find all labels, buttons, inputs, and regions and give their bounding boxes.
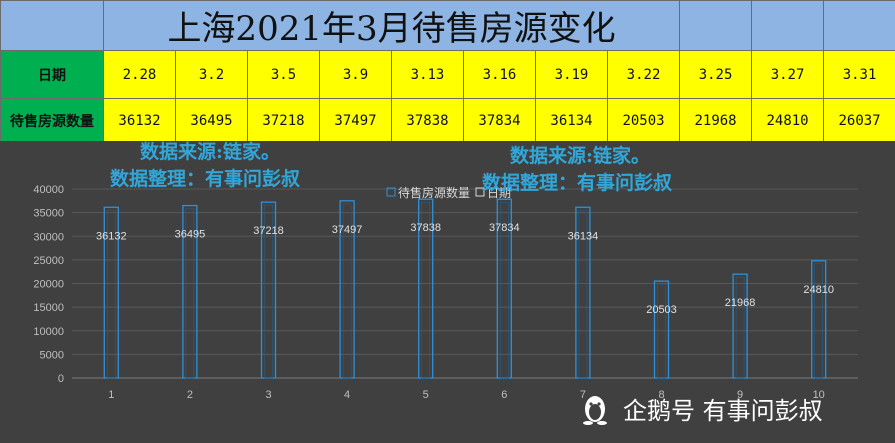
watermark-credit-right: 数据整理：有事问彭叔 xyxy=(482,171,673,194)
x-tick-label: 7 xyxy=(580,389,586,401)
count-cell[interactable]: 20503 xyxy=(606,98,681,143)
chart-gridlines xyxy=(72,188,858,379)
x-tick-label: 5 xyxy=(423,389,429,401)
x-tick-label: 10 xyxy=(813,389,825,401)
date-cell[interactable]: 3.19 xyxy=(535,50,608,99)
count-cell[interactable]: 37218 xyxy=(247,98,320,143)
y-tick-label: 35000 xyxy=(33,208,64,220)
chart-legend[interactable]: 待售房源数量 日期 xyxy=(386,185,511,200)
bar-inner-glow xyxy=(421,201,431,379)
title-row: 上海2021年3月待售房源变化 xyxy=(0,0,895,51)
date-cell[interactable]: 3.31 xyxy=(823,50,895,99)
y-tick-label: 30000 xyxy=(33,231,64,243)
y-tick-label: 40000 xyxy=(33,184,64,196)
chart-bars xyxy=(103,198,827,379)
y-tick-label: 10000 xyxy=(33,326,64,338)
x-tick-label: 1 xyxy=(108,389,114,401)
date-row-label[interactable]: 日期 xyxy=(0,50,104,99)
data-label: 36134 xyxy=(568,230,599,242)
date-cell[interactable]: 3.16 xyxy=(463,50,536,99)
legend-label-series1: 待售房源数量 xyxy=(398,185,470,200)
data-label: 36132 xyxy=(96,230,127,242)
data-label: 20503 xyxy=(646,304,677,316)
count-cell[interactable]: 26037 xyxy=(823,98,895,143)
watermark-source-right: 数据来源:链家。 xyxy=(510,144,650,167)
count-row-label[interactable]: 待售房源数量 xyxy=(0,98,104,143)
title-empty-cell[interactable] xyxy=(823,0,895,51)
bar-inner-glow xyxy=(814,263,824,379)
table-title[interactable]: 上海2021年3月待售房源变化 xyxy=(102,0,681,51)
x-tick-label: 9 xyxy=(737,389,743,401)
legend-swatch-series1 xyxy=(386,187,396,197)
bar xyxy=(811,260,827,379)
title-empty-cell[interactable] xyxy=(751,0,825,51)
bar-inner-glow xyxy=(264,204,273,379)
date-cell[interactable]: 3.5 xyxy=(247,50,320,99)
title-empty-cell[interactable] xyxy=(679,0,753,51)
bar-chart[interactable]: 0 5000 10000 15000 20000 25000 30000 35000 40000… xyxy=(0,141,895,443)
count-cell[interactable]: 24810 xyxy=(751,98,825,143)
y-tick-label: 15000 xyxy=(33,302,64,314)
bar-inner-glow xyxy=(107,209,116,379)
count-row: 待售房源数量 36132 36495 37218 37497 37838 378… xyxy=(0,98,895,143)
data-label: 37218 xyxy=(253,225,284,237)
legend-label-series2: 日期 xyxy=(487,186,511,200)
y-tick-label: 20000 xyxy=(33,279,64,291)
penguin-icon xyxy=(583,396,607,425)
watermark-source-left: 数据来源:链家。 xyxy=(140,141,280,163)
count-cell[interactable]: 21968 xyxy=(679,98,753,143)
legend-swatch-series2 xyxy=(475,187,485,197)
bar-inner-glow xyxy=(735,276,745,379)
date-cell[interactable]: 3.13 xyxy=(391,50,464,99)
count-cell[interactable]: 36132 xyxy=(103,98,176,143)
data-label: 36495 xyxy=(175,229,206,241)
bar-inner-glow xyxy=(657,283,666,379)
data-label: 37838 xyxy=(410,222,441,234)
y-tick-label: 0 xyxy=(58,373,64,385)
x-tick-label: 3 xyxy=(265,389,271,401)
date-cell[interactable]: 3.9 xyxy=(319,50,392,99)
spreadsheet-table: 上海2021年3月待售房源变化 日期 2.28 3.2 3.5 3.9 3.13… xyxy=(0,0,895,143)
title-corner-cell[interactable] xyxy=(0,0,104,51)
x-tick-label: 8 xyxy=(658,389,664,401)
data-label: 37497 xyxy=(332,224,363,236)
count-cell[interactable]: 36134 xyxy=(535,98,608,143)
data-label: 24810 xyxy=(803,284,834,296)
x-tick-label: 4 xyxy=(344,389,350,401)
data-labels: 36132 36495 37218 37497 37838 37834 36134 20503… xyxy=(96,222,834,316)
watermark-credit-left: 数据整理：有事问彭叔 xyxy=(110,167,301,190)
chart-panel[interactable]: 0 5000 10000 15000 20000 25000 30000 35000 40000… xyxy=(0,141,895,443)
y-tick-label: 5000 xyxy=(40,349,64,361)
x-tick-label: 2 xyxy=(187,389,193,401)
bar-inner-glow xyxy=(499,201,509,379)
x-axis-ticks: 1 2 3 4 5 6 7 8 9 10 xyxy=(108,389,825,401)
count-cell[interactable]: 36495 xyxy=(175,98,248,143)
y-axis-ticks: 0 5000 10000 15000 20000 25000 30000 35000 40000 xyxy=(33,184,64,385)
date-cell[interactable]: 3.25 xyxy=(679,50,753,99)
bar xyxy=(732,273,748,379)
date-cell[interactable]: 3.22 xyxy=(606,50,681,99)
bar xyxy=(653,280,670,379)
date-cell[interactable]: 3.27 xyxy=(751,50,825,99)
publisher-credit-text: 企鹅号 有事问彭叔 xyxy=(623,397,823,425)
x-tick-label: 6 xyxy=(501,389,507,401)
count-cell[interactable]: 37497 xyxy=(319,98,392,143)
count-cell[interactable]: 37838 xyxy=(391,98,464,143)
data-label: 37834 xyxy=(489,222,520,234)
y-tick-label: 25000 xyxy=(33,255,64,267)
publisher-credit: 企鹅号 有事问彭叔 xyxy=(583,396,823,425)
count-cell[interactable]: 37834 xyxy=(463,98,536,143)
bar-inner-glow xyxy=(185,208,195,379)
date-cell[interactable]: 2.28 xyxy=(103,50,176,99)
bar-inner-glow xyxy=(578,209,588,379)
date-row: 日期 2.28 3.2 3.5 3.9 3.13 3.16 3.19 3.22 … xyxy=(0,50,895,99)
data-label: 21968 xyxy=(725,297,756,309)
date-cell[interactable]: 3.2 xyxy=(175,50,248,99)
bar-inner-glow xyxy=(342,203,352,379)
